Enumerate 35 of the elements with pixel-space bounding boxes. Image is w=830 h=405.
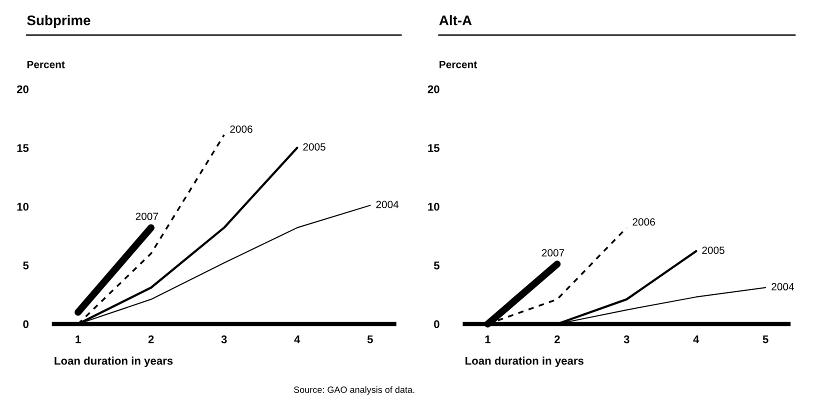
- y-tick-label: 20: [428, 85, 440, 94]
- y-tick-label: 15: [428, 144, 440, 152]
- x-tick-label: 3: [624, 335, 630, 344]
- series-label: 2007: [136, 212, 158, 220]
- y-tick-label: 10: [17, 202, 28, 211]
- y-tick-label: 0: [23, 320, 28, 328]
- x-tick-label: 5: [762, 336, 768, 344]
- x-axis-title: Loan duration in years: [466, 356, 584, 367]
- y-tick-label: 5: [23, 262, 29, 270]
- series-label: 2005: [702, 246, 724, 254]
- chart-title: Alt-A: [439, 15, 472, 26]
- y-axis-title: Percent: [440, 60, 477, 68]
- series-label: 2004: [376, 200, 399, 208]
- x-tick-label: 1: [485, 336, 491, 344]
- series-label: 2005: [303, 143, 326, 151]
- x-tick-label: 2: [554, 335, 560, 344]
- series-label: 2006: [632, 218, 655, 226]
- series-label: 2007: [542, 249, 564, 256]
- x-tick-label: 4: [693, 336, 700, 344]
- series-label: 2004: [772, 283, 794, 290]
- x-tick-label: 4: [294, 336, 300, 344]
- x-tick-label: 3: [221, 335, 227, 344]
- y-axis-title: Percent: [27, 60, 65, 68]
- x-tick-label: 2: [148, 335, 154, 344]
- chart-title: Subprime: [27, 15, 90, 28]
- x-axis-title: Loan duration in years: [54, 356, 173, 367]
- series-label: 2006: [230, 125, 252, 133]
- source-note: Source: GAO analysis of data.: [294, 386, 414, 395]
- x-tick-label: 5: [367, 336, 373, 344]
- x-tick-label: 1: [76, 336, 81, 344]
- y-tick-label: 0: [434, 320, 440, 328]
- y-tick-label: 10: [428, 202, 440, 211]
- y-tick-label: 15: [17, 144, 29, 152]
- y-tick-label: 5: [434, 262, 440, 270]
- y-tick-label: 20: [16, 85, 28, 94]
